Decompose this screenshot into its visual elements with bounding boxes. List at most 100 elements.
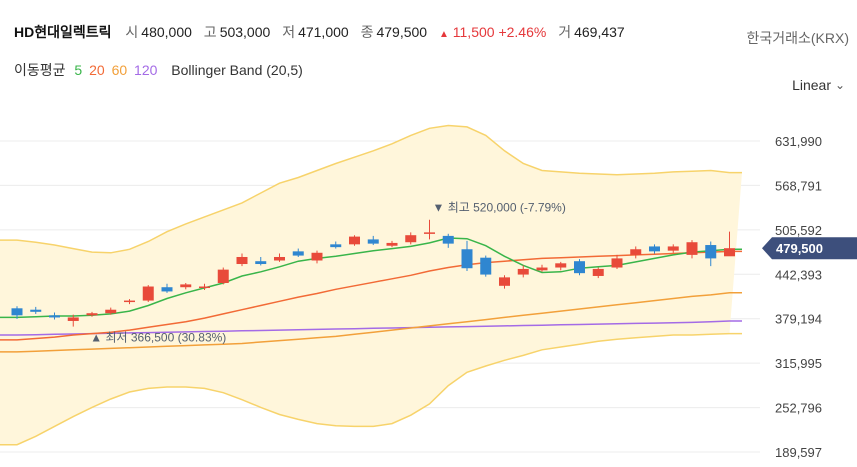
candle — [555, 261, 567, 271]
candle-body — [255, 261, 267, 265]
high-label: 고 — [203, 24, 217, 40]
y-tick-label: 631,990 — [775, 134, 822, 149]
candle — [686, 240, 698, 259]
scale-select[interactable]: Linear — [792, 77, 831, 93]
candle-body — [105, 309, 117, 314]
open-value: 480,000 — [141, 24, 192, 40]
candle-body — [630, 249, 642, 255]
candle-body — [724, 248, 735, 257]
indicator-legend[interactable]: 이동평균 5 20 60 120 Bollinger Band (20,5) — [14, 60, 308, 80]
ma-5[interactable]: 5 — [74, 62, 83, 78]
volume-value: 469,437 — [574, 24, 625, 40]
candles — [11, 219, 735, 327]
candle-body — [49, 315, 60, 318]
candle-body — [649, 246, 660, 252]
candle-body — [574, 261, 585, 274]
ma-120[interactable]: 120 — [134, 62, 158, 78]
candle-body — [517, 268, 529, 275]
y-axis: 631,990 568,791 505,592 442,393 379,194 315,9… — [775, 134, 822, 460]
candle — [236, 253, 248, 267]
bollinger-upper-line — [0, 124, 742, 254]
candle — [592, 267, 604, 279]
bollinger-lower-line — [0, 332, 742, 446]
candle — [124, 299, 135, 305]
candle — [30, 306, 42, 314]
candle — [667, 244, 679, 253]
candle-body — [686, 242, 698, 255]
low-label: 저 — [282, 24, 296, 40]
candle — [724, 231, 735, 257]
candle — [292, 248, 304, 257]
candle — [480, 255, 492, 277]
candle — [217, 267, 229, 285]
ma60-line — [0, 292, 742, 353]
candle — [142, 285, 154, 302]
current-price-tag — [762, 237, 857, 260]
candle-body — [349, 236, 360, 245]
bollinger-band-fill — [0, 125, 742, 445]
candle-body — [611, 258, 623, 268]
change-value: 11,500 — [452, 24, 495, 40]
exchange-label: 한국거래소(KRX) — [746, 30, 849, 46]
candle-body — [330, 244, 342, 248]
close-value: 479,500 — [376, 24, 428, 40]
candle-body — [274, 256, 285, 261]
y-tick-label: 442,393 — [775, 267, 822, 282]
candle — [180, 282, 192, 290]
bollinger-label[interactable]: Bollinger Band (20,5) — [171, 62, 303, 78]
candle — [311, 250, 323, 264]
high-annotation: ▼ 최고 520,000 (-7.79%) — [433, 201, 566, 215]
candle-body — [461, 249, 473, 269]
candle — [49, 312, 60, 320]
candle-body — [536, 267, 548, 271]
candle — [517, 265, 529, 278]
candle-body — [555, 263, 567, 268]
volume-label: 거 — [558, 24, 572, 40]
y-tick-label: 568,791 — [775, 178, 822, 193]
candle — [274, 253, 285, 262]
candle — [161, 283, 173, 293]
candle-body — [442, 235, 454, 244]
candle-body — [124, 300, 135, 303]
change-percent: +2.46% — [498, 24, 547, 40]
candle-body — [667, 246, 679, 251]
candle-body — [161, 287, 173, 292]
candle — [86, 311, 98, 317]
candle-body — [592, 268, 604, 276]
candle — [349, 235, 360, 246]
quote-header: HD현대일렉트릭 시 480,000 고 503,000 저 471,000 종 479… — [14, 22, 633, 42]
stock-name: HD현대일렉트릭 — [14, 24, 112, 40]
y-tick-label: 189,597 — [775, 445, 822, 460]
candle-body — [236, 256, 248, 265]
candle — [424, 219, 435, 240]
candle-body — [86, 313, 98, 316]
candle-body — [11, 308, 23, 316]
candle — [705, 241, 717, 267]
candle — [611, 254, 623, 269]
candle-body — [705, 245, 717, 259]
current-price-label: 479,500 — [776, 241, 823, 256]
candle — [105, 307, 117, 315]
candle — [386, 240, 398, 248]
candle-body — [367, 239, 379, 244]
candle-body — [405, 235, 417, 243]
candle — [199, 283, 210, 291]
candle — [330, 241, 342, 249]
candle — [11, 306, 23, 319]
y-tick-label: 379,194 — [775, 312, 822, 327]
candle-body — [199, 286, 210, 289]
candle — [67, 314, 79, 327]
ma-20[interactable]: 20 — [89, 62, 105, 78]
chevron-down-icon[interactable]: ⌄ — [834, 78, 845, 92]
ma-60[interactable]: 60 — [111, 62, 128, 78]
change-up-icon: ▲ — [438, 29, 449, 40]
close-label: 종 — [360, 24, 374, 40]
candle — [367, 235, 379, 246]
candle-body — [386, 242, 398, 246]
high-value: 503,000 — [219, 24, 271, 40]
candle-body — [142, 286, 154, 301]
candle-body — [499, 277, 510, 286]
low-value: 471,000 — [298, 24, 349, 40]
candle-body — [311, 252, 323, 261]
